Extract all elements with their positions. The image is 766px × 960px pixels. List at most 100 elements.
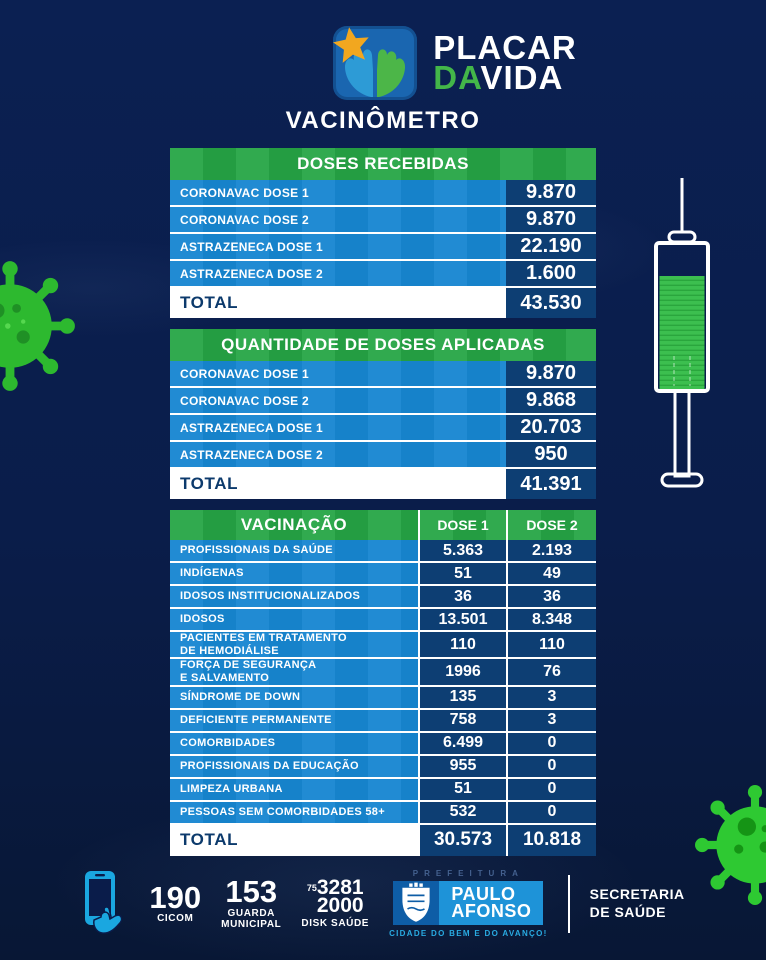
dose2-value: 110 — [506, 632, 596, 658]
hands-icon — [345, 49, 406, 97]
area-code: 75 — [306, 882, 317, 893]
row-label: ASTRAZENECA DOSE 2 — [170, 261, 506, 286]
row-label: INDÍGENAS — [170, 563, 418, 584]
table-row: PACIENTES EM TRATAMENTO DE HEMODIÁLISE 1… — [170, 630, 596, 658]
row-value: 9.870 — [506, 207, 596, 232]
prefeitura-overline: PREFEITURA — [412, 868, 524, 878]
table-row: CORONAVAC DOSE 2 9.868 — [170, 386, 596, 413]
page-title: VACINÔMETRO — [285, 107, 481, 134]
row-label: IDOSOS — [170, 609, 418, 630]
row-label: ASTRAZENECA DOSE 1 — [170, 234, 506, 259]
row-label: IDOSOS INSTITUCIONALIZADOS — [170, 586, 418, 607]
table-row: PESSOAS SEM COMORBIDADES 58+ 532 0 — [170, 799, 596, 823]
disk-saude-numbers: 75 3281 2000 — [306, 875, 364, 916]
row-value: 1.600 — [506, 261, 596, 286]
dose1-value: 36 — [418, 586, 506, 607]
total-label: TOTAL — [170, 469, 506, 499]
table-row: IDOSOS 13.501 8.348 — [170, 607, 596, 630]
table-row: ASTRAZENECA DOSE 2 1.600 — [170, 259, 596, 286]
dose2-value: 8.348 — [506, 609, 596, 630]
dose2-value: 0 — [506, 755, 596, 777]
row-value: 9.870 — [506, 180, 596, 205]
row-label: FORÇA DE SEGURANÇA E SALVAMENTO — [170, 659, 418, 685]
table-row: CORONAVAC DOSE 1 9.870 — [170, 180, 596, 205]
row-label: SÍNDROME DE DOWN — [170, 686, 418, 708]
table-row: LIMPEZA URBANA 51 0 — [170, 776, 596, 800]
row-value: 950 — [506, 442, 596, 467]
row-label: CORONAVAC DOSE 2 — [170, 388, 506, 413]
row-label: COMORBIDADES — [170, 732, 418, 754]
doses-recebidas-header: DOSES RECEBIDAS — [170, 148, 596, 180]
vacinacao-header-row: VACINAÇÃO DOSE 1 DOSE 2 — [170, 510, 596, 540]
doses-recebidas-table: DOSES RECEBIDAS CORONAVAC DOSE 1 9.870 C… — [170, 148, 596, 318]
total-row: TOTAL 30.573 10.818 — [170, 822, 596, 856]
total-dose2: 10.818 — [506, 824, 596, 856]
prefeitura-main: PAULO AFONSO — [393, 880, 544, 926]
total-dose1: 30.573 — [418, 824, 506, 856]
wordmark-vida: VIDA — [480, 59, 564, 96]
disk-saude-label: DISK SAÚDE — [301, 917, 370, 929]
dose2-value: 3 — [506, 686, 596, 708]
total-row: TOTAL 41.391 — [170, 467, 596, 499]
wordmark-line1: PLACAR — [433, 28, 577, 66]
table-row: INDÍGENAS 51 49 — [170, 561, 596, 584]
disk-number-line1: 3281 — [316, 875, 364, 899]
disk-number: 3281 2000 — [316, 875, 364, 916]
table-row: ASTRAZENECA DOSE 1 22.190 — [170, 232, 596, 259]
vacinacao-table: VACINAÇÃO DOSE 1 DOSE 2 PROFISSIONAIS DA… — [170, 510, 596, 856]
table-row: SÍNDROME DE DOWN 135 3 — [170, 684, 596, 708]
table-row: PROFISSIONAIS DA EDUCAÇÃO 955 0 — [170, 753, 596, 777]
table-row: CORONAVAC DOSE 1 9.870 — [170, 361, 596, 386]
tables-container: DOSES RECEBIDAS CORONAVAC DOSE 1 9.870 C… — [170, 148, 596, 856]
phone-icon — [85, 870, 123, 934]
prefeitura-logo: PREFEITURA PAULO AFONSO — [389, 869, 548, 938]
city-name: PAULO AFONSO — [439, 880, 544, 926]
dose1-value: 13.501 — [418, 609, 506, 630]
doses-aplicadas-header: QUANTIDADE DE DOSES APLICADAS — [170, 329, 596, 361]
secretaria-de-saude: SECRETARIA DE SAÚDE — [589, 886, 685, 920]
guarda-label: GUARDA MUNICIPAL — [221, 907, 282, 930]
placar-da-vida-logo: PLACAR DAVIDA — [72, 0, 766, 100]
dose2-value: 49 — [506, 563, 596, 584]
star-icon — [333, 27, 369, 63]
table-row: DEFICIENTE PERMANENTE 758 3 — [170, 707, 596, 731]
wordmark-line2: DAVIDA — [433, 61, 577, 94]
row-value: 22.190 — [506, 234, 596, 259]
row-label: CORONAVAC DOSE 1 — [170, 180, 506, 205]
row-value: 9.868 — [506, 388, 596, 413]
wordmark-da: DA — [433, 59, 481, 96]
row-label: DEFICIENTE PERMANENTE — [170, 709, 418, 731]
syringe-icon — [654, 178, 710, 488]
total-value: 41.391 — [506, 469, 596, 499]
row-label: CORONAVAC DOSE 2 — [170, 207, 506, 232]
table-row: FORÇA DE SEGURANÇA E SALVAMENTO 1996 76 — [170, 657, 596, 685]
dose2-column-header: DOSE 2 — [506, 510, 596, 540]
dose1-value: 110 — [418, 632, 506, 658]
dose1-value: 51 — [418, 563, 506, 584]
footer: 190 CICOM 153 GUARDA MUNICIPAL 75 3281 2… — [0, 869, 766, 939]
city-tagline: CIDADE DO BEM E DO AVANÇO! — [389, 929, 548, 939]
row-label: LIMPEZA URBANA — [170, 778, 418, 800]
dose1-value: 532 — [418, 801, 506, 823]
row-label: CORONAVAC DOSE 1 — [170, 361, 506, 386]
footer-divider — [567, 874, 570, 933]
dose1-value: 6.499 — [418, 732, 506, 754]
row-label: PESSOAS SEM COMORBIDADES 58+ — [170, 801, 418, 823]
dose2-value: 3 — [506, 709, 596, 731]
dose2-value: 0 — [506, 801, 596, 823]
city-name-line1: PAULO — [451, 883, 516, 904]
guarda-block: 153 GUARDA MUNICIPAL — [221, 874, 282, 930]
dose1-value: 955 — [418, 755, 506, 777]
wordmark: PLACAR DAVIDA — [433, 28, 577, 94]
guarda-number: 153 — [225, 874, 278, 910]
dose2-value: 0 — [506, 778, 596, 800]
total-label: TOTAL — [170, 824, 418, 856]
total-value: 43.530 — [506, 288, 596, 318]
dose1-column-header: DOSE 1 — [418, 510, 506, 540]
table-row: IDOSOS INSTITUCIONALIZADOS 36 36 — [170, 584, 596, 607]
table-row: COMORBIDADES 6.499 0 — [170, 730, 596, 754]
dose2-value: 36 — [506, 586, 596, 607]
dose2-value: 0 — [506, 732, 596, 754]
dose1-value: 135 — [418, 686, 506, 708]
